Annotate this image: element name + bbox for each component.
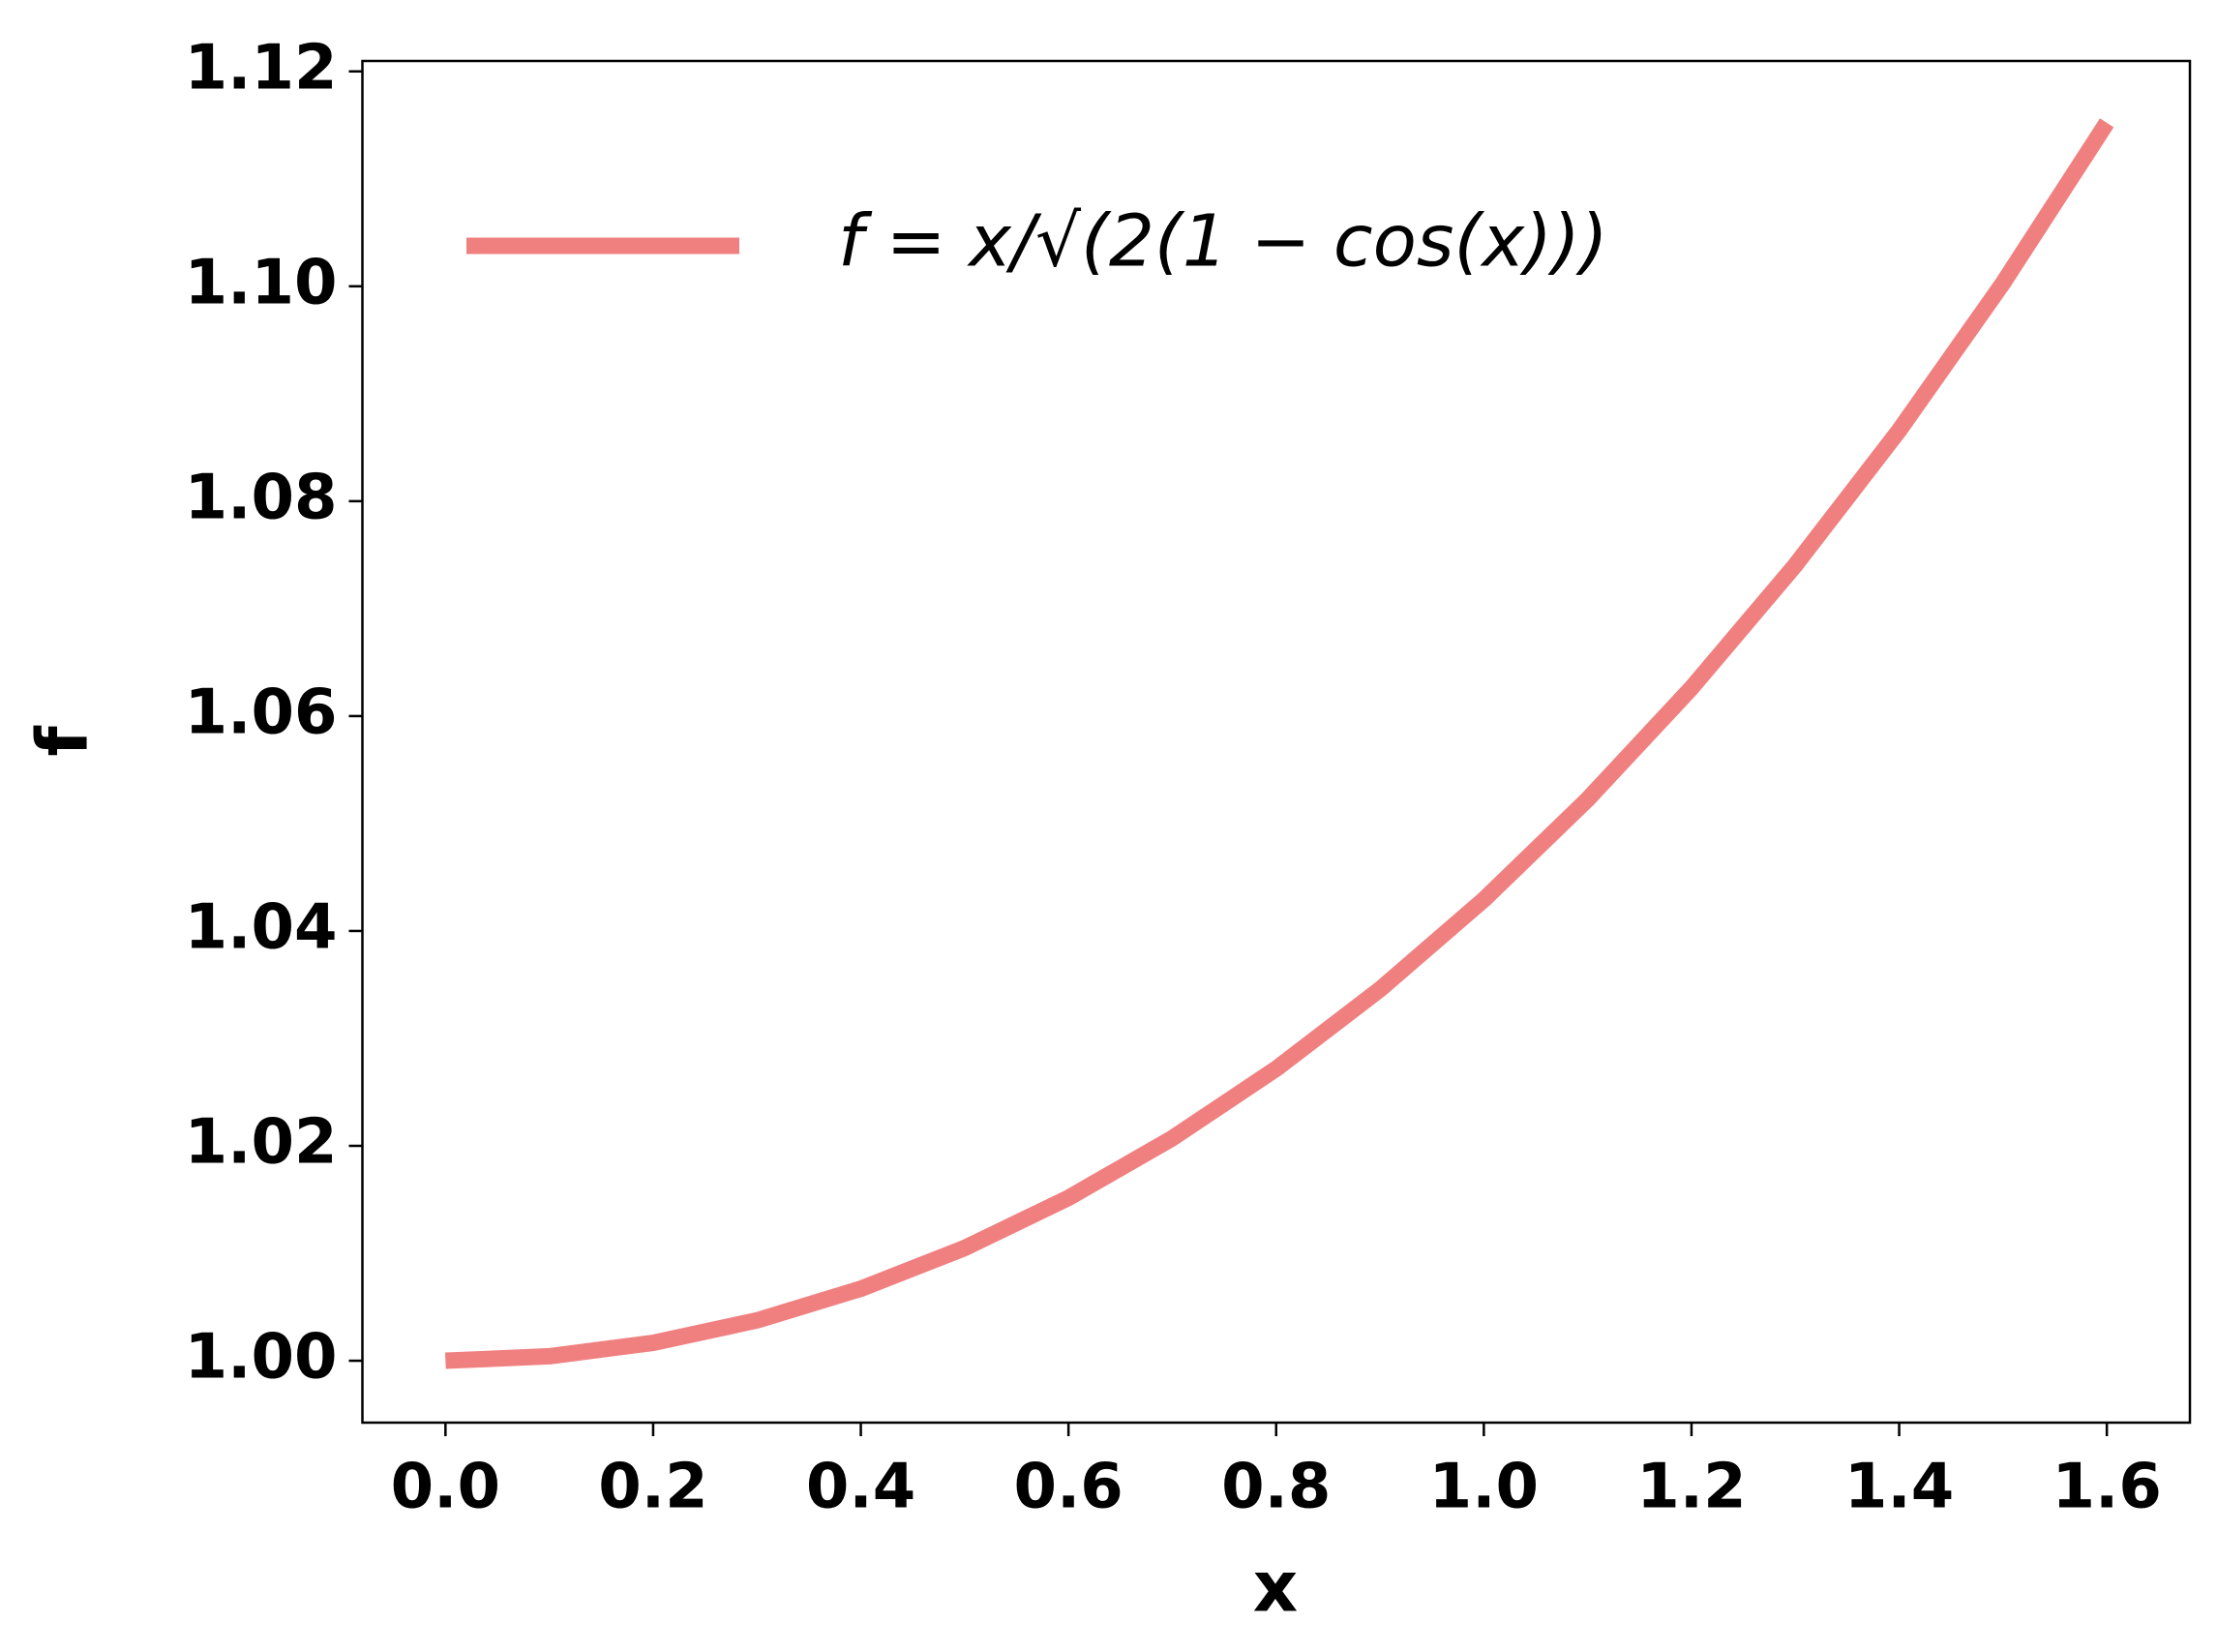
y-tick-label: 1.10	[185, 247, 338, 318]
x-tick-label: 1.2	[1636, 1452, 1746, 1523]
x-tick-label: 1.0	[1429, 1452, 1539, 1523]
y-axis-label: f	[22, 726, 104, 757]
y-tick-label: 1.06	[185, 676, 338, 748]
x-tick-label: 0.4	[806, 1452, 915, 1523]
y-tick-label: 1.08	[185, 462, 338, 533]
y-tick-label: 1.04	[185, 892, 338, 964]
x-tick-label: 0.2	[598, 1452, 707, 1523]
legend-label: f = x/√(2(1 − cos(x)))	[838, 200, 1608, 284]
x-tick-label: 1.4	[1844, 1452, 1954, 1523]
y-tick-label: 1.00	[185, 1322, 338, 1394]
x-tick-label: 1.6	[2052, 1452, 2161, 1523]
line-series	[444, 118, 2114, 1369]
x-axis-label: x	[1253, 1547, 1298, 1628]
x-tick-label: 0.0	[391, 1452, 500, 1523]
x-tick-label: 0.6	[1013, 1452, 1123, 1523]
x-tick-label: 0.8	[1221, 1452, 1331, 1523]
y-tick-label: 1.02	[185, 1107, 338, 1179]
y-tick-label: 1.12	[185, 32, 338, 104]
